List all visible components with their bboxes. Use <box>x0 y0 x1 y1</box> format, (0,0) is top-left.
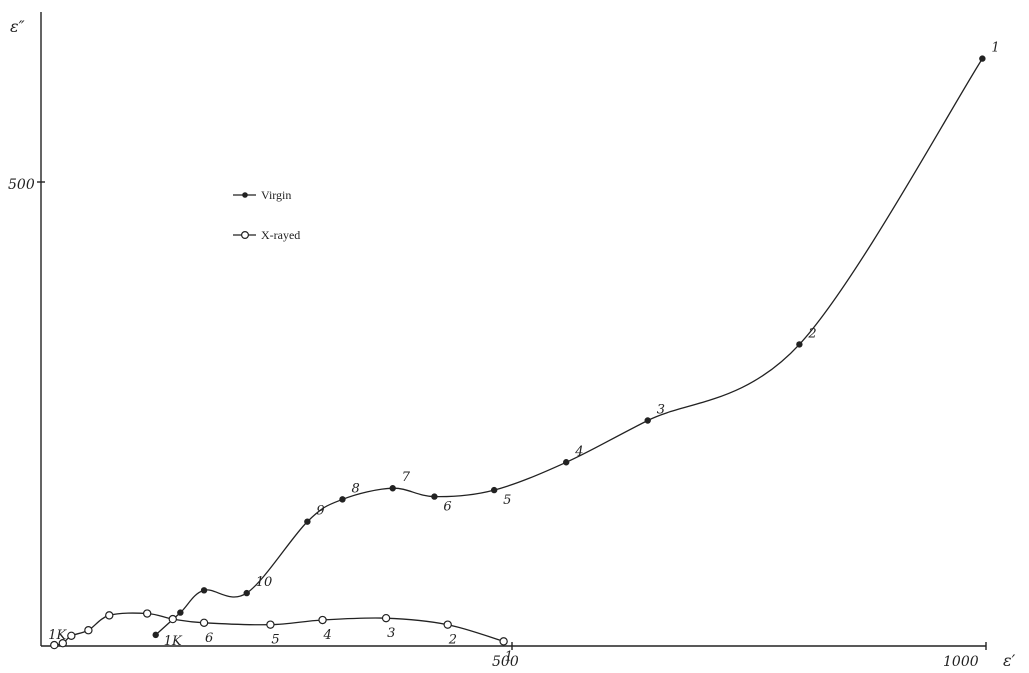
virgin-point-label-10: 10 <box>256 575 273 590</box>
x-rayed-point-4 <box>318 615 327 625</box>
x-rayed-point-label-5: 5 <box>271 633 279 648</box>
x-axis-label: ε′ <box>1003 651 1016 670</box>
virgin-point-label-4: 4 <box>574 444 583 459</box>
virgin-point-label-7: 7 <box>402 470 411 485</box>
virgin-point-6 <box>431 493 438 500</box>
x-rayed-point-11 <box>67 631 76 640</box>
x-rayed-point-1 <box>499 637 508 646</box>
virgin-point-8 <box>339 496 346 503</box>
virgin-point-label-5: 5 <box>503 493 511 508</box>
virgin-point-label-3: 3 <box>657 402 665 417</box>
virgin-point-7 <box>389 485 396 492</box>
virgin-point-label-8: 8 <box>351 481 359 496</box>
virgin-point-12 <box>177 609 184 616</box>
x-rayed-point-label-4: 4 <box>323 628 332 643</box>
x-rayed-point-9 <box>105 611 114 620</box>
virgin-point-4 <box>562 459 570 466</box>
legend: Virgin X-rayed <box>233 188 300 242</box>
virgin-point-9 <box>304 518 311 525</box>
virgin-point-10 <box>243 589 250 597</box>
x-rayed-point-13 <box>50 640 59 650</box>
virgin-point-3 <box>644 417 651 424</box>
virgin-point-2 <box>796 341 803 348</box>
virgin-point-13 <box>152 631 159 639</box>
x-tick-label-500: 500 <box>492 654 519 670</box>
virgin-point-label-9: 9 <box>316 504 324 519</box>
legend-item-x-rayed: X-rayed <box>233 228 300 242</box>
virgin-point-label-13: 1K <box>164 634 183 649</box>
axes <box>37 12 987 650</box>
virgin-curve <box>155 58 983 636</box>
legend-label-virgin: Virgin <box>261 188 291 202</box>
data-points: 1 2 3 4 5 6 7 8 9 10 1K 1 2 3 4 5 6 1K <box>48 41 999 665</box>
x-rayed-point-label-1: 1 <box>505 649 513 664</box>
x-rayed-point-label-2: 2 <box>448 633 457 648</box>
virgin-point-1 <box>979 55 986 62</box>
virgin-point-11 <box>200 587 208 594</box>
x-rayed-point-2 <box>443 620 452 629</box>
legend-marker-x-rayed <box>241 231 250 240</box>
x-rayed-point-6 <box>199 618 209 628</box>
legend-label-x-rayed: X-rayed <box>261 228 300 242</box>
y-tick-label-500: 500 <box>8 177 35 193</box>
legend-marker-virgin <box>242 192 248 198</box>
x-rayed-point-label-3: 3 <box>387 626 395 641</box>
x-rayed-point-3 <box>381 613 391 623</box>
virgin-point-5 <box>490 486 498 494</box>
x-tick-label-1000: 1000 <box>943 654 979 670</box>
x-rayed-point-8 <box>142 609 152 618</box>
x-rayed-point-label-6: 6 <box>205 631 213 646</box>
virgin-point-label-2: 2 <box>807 326 816 341</box>
virgin-point-label-1: 1 <box>991 41 999 56</box>
x-rayed-point-label-13: 1K <box>48 628 67 643</box>
x-rayed-point-10 <box>84 626 93 635</box>
legend-item-virgin: Virgin <box>233 188 291 202</box>
virgin-point-label-6: 6 <box>443 500 451 515</box>
x-rayed-point-5 <box>266 620 275 629</box>
y-axis-label: ε″ <box>10 17 25 36</box>
x-rayed-point-7 <box>168 614 177 624</box>
x-rayed-point-12 <box>58 639 68 648</box>
